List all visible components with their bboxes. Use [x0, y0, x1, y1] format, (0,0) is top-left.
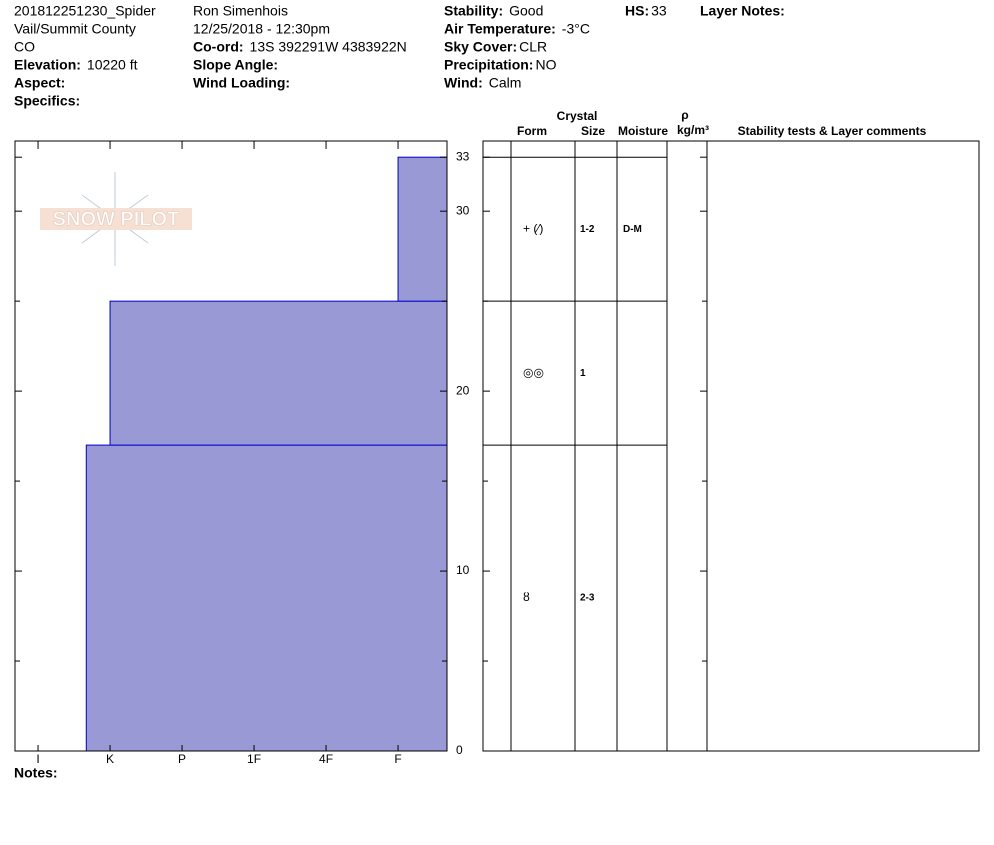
header-label: Air Temperature: [444, 21, 556, 37]
header-value: -3°C [562, 21, 590, 37]
y-tick-label: 30 [456, 203, 470, 217]
col-header: Crystal [557, 109, 598, 123]
header-label: Stability: [444, 3, 503, 19]
grain-size: 1 [580, 368, 586, 379]
grain-size: 1-2 [580, 224, 595, 235]
header-text: 201812251230_Spider [14, 3, 156, 19]
grain-form: ◎◎ [523, 365, 544, 379]
notes-label: Notes: [14, 765, 58, 781]
x-tick-label: K [106, 752, 114, 766]
y-tick-label: 33 [456, 149, 470, 163]
header-text: Vail/Summit County [14, 21, 136, 37]
header-label: Precipitation: [444, 57, 533, 73]
header-label: Wind: [444, 75, 483, 91]
header-text: CO [14, 39, 35, 55]
header-text: 12/25/2018 - 12:30pm [193, 21, 330, 37]
header-value: 10220 ft [87, 57, 138, 73]
header-value: 13S 392291W 4383922N [250, 39, 407, 55]
logo-text: SNOW PILOT [53, 208, 180, 230]
header-label: HS: [625, 3, 649, 19]
layer-bar [109, 300, 448, 446]
header-label: Layer Notes: [700, 3, 785, 19]
grain-form: ȣ [523, 590, 530, 604]
grain-size: 2-3 [580, 593, 595, 604]
header-label: Aspect: [14, 75, 65, 91]
header-label: Co-ord: [193, 39, 244, 55]
layer-bar [397, 156, 448, 302]
x-tick-label: I [36, 752, 39, 766]
col-header: ρ [681, 108, 688, 122]
y-tick-label: 0 [456, 743, 463, 757]
header-text: Ron Simenhois [193, 3, 288, 19]
col-header: Stability tests & Layer comments [738, 124, 927, 138]
header-value: Calm [489, 75, 522, 91]
logo: SNOW PILOT [40, 172, 192, 266]
header-label: Specifics: [14, 93, 80, 109]
header-value: 33 [651, 3, 667, 19]
header-label: Slope Angle: [193, 57, 278, 73]
header-label: Elevation: [14, 57, 81, 73]
x-tick-label: 1F [247, 752, 261, 766]
col-header: Form [517, 124, 547, 138]
x-tick-label: 4F [319, 752, 333, 766]
x-tick-label: P [178, 752, 186, 766]
y-tick-label: 20 [456, 383, 470, 397]
x-tick-label: F [394, 752, 401, 766]
moisture: D-M [623, 224, 642, 235]
table-frame [482, 140, 980, 752]
plot-frame [14, 140, 448, 752]
header-value: CLR [519, 39, 547, 55]
col-header: Moisture [618, 124, 668, 138]
layer-bar [85, 444, 448, 752]
header-label: Wind Loading: [193, 75, 290, 91]
grain-form: + (⁄) [523, 221, 543, 235]
header-value: Good [509, 3, 543, 19]
header-label: Sky Cover: [444, 39, 517, 55]
col-header: kg/m³ [677, 123, 709, 137]
header-value: NO [535, 57, 556, 73]
y-tick-label: 10 [456, 563, 470, 577]
col-header: Size [581, 124, 605, 138]
